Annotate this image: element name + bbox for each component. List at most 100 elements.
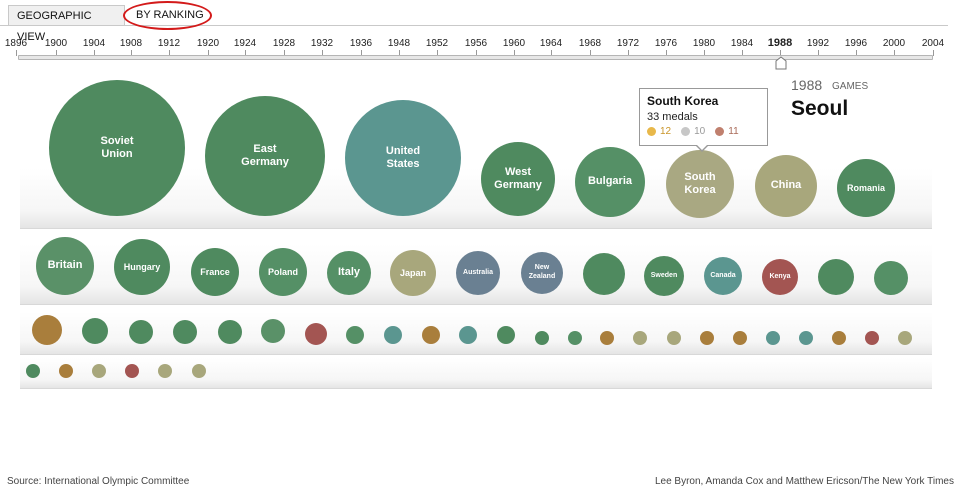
country-circle-row3-6[interactable]: [261, 319, 285, 343]
country-circle-row3-18[interactable]: [700, 331, 714, 345]
country-circle-france[interactable]: France: [191, 248, 239, 296]
country-circle-south-korea[interactable]: South Korea: [666, 150, 734, 218]
country-circle-row3-12[interactable]: [497, 326, 515, 344]
games-city: Seoul: [791, 97, 849, 120]
country-circle-row3-17[interactable]: [667, 331, 681, 345]
timeline-year-1896[interactable]: 1896: [4, 38, 28, 49]
country-circle-japan[interactable]: Japan: [390, 250, 436, 296]
timeline-year-1928[interactable]: 1928: [272, 38, 296, 49]
country-circle-row3-14[interactable]: [568, 331, 582, 345]
country-circle-soviet-union[interactable]: Soviet Union: [49, 80, 185, 216]
timeline-tick: [16, 50, 17, 56]
timeline-year-2004[interactable]: 2004: [921, 38, 945, 49]
timeline-year-1988[interactable]: 1988: [767, 37, 793, 49]
timeline-year-1924[interactable]: 1924: [233, 38, 257, 49]
country-circle-canada[interactable]: Canada: [704, 257, 742, 295]
timeline-year-1920[interactable]: 1920: [196, 38, 220, 49]
timeline-year-1968[interactable]: 1968: [578, 38, 602, 49]
country-circle-row3-23[interactable]: [865, 331, 879, 345]
country-circle-east-germany[interactable]: East Germany: [205, 96, 325, 216]
timeline-year-1956[interactable]: 1956: [464, 38, 488, 49]
country-circle-poland[interactable]: Poland: [259, 248, 307, 296]
timeline-year-1908[interactable]: 1908: [119, 38, 143, 49]
timeline-year-1972[interactable]: 1972: [616, 38, 640, 49]
timeline-year-1992[interactable]: 1992: [806, 38, 830, 49]
country-circle-row3-8[interactable]: [346, 326, 364, 344]
country-circle-china[interactable]: China: [755, 155, 817, 217]
country-label: Canada: [710, 271, 736, 279]
timeline-tick: [245, 50, 246, 56]
timeline-year-1900[interactable]: 1900: [44, 38, 68, 49]
timeline-tick: [476, 50, 477, 56]
country-circle-row4-5[interactable]: [158, 364, 172, 378]
timeline-year-1904[interactable]: 1904: [82, 38, 106, 49]
timeline-year-1996[interactable]: 1996: [844, 38, 868, 49]
country-circle-row3-5[interactable]: [218, 320, 242, 344]
bronze-medal-icon: [715, 127, 725, 136]
timeline-year-1952[interactable]: 1952: [425, 38, 449, 49]
timeline-year-2000[interactable]: 2000: [882, 38, 906, 49]
country-circle-australia[interactable]: Australia: [456, 251, 500, 295]
country-label: Soviet Union: [100, 134, 134, 160]
country-circle-row3-19[interactable]: [733, 331, 747, 345]
country-circle-row4-1[interactable]: [26, 364, 40, 378]
timeline-tick: [208, 50, 209, 56]
timeline-tick: [94, 50, 95, 56]
country-circle-row3-15[interactable]: [600, 331, 614, 345]
country-circle-row3-11[interactable]: [459, 326, 477, 344]
timeline-year-1948[interactable]: 1948: [387, 38, 411, 49]
country-circle-bulgaria[interactable]: Bulgaria: [575, 147, 645, 217]
country-circle-row2-13[interactable]: [818, 259, 854, 295]
country-circle-united-states[interactable]: United States: [345, 100, 461, 216]
country-circle-row3-16[interactable]: [633, 331, 647, 345]
country-circle-west-germany[interactable]: West Germany: [481, 142, 555, 216]
country-circle-row4-3[interactable]: [92, 364, 106, 378]
timeline-year-1932[interactable]: 1932: [310, 38, 334, 49]
country-circle-row3-13[interactable]: [535, 331, 549, 345]
timeline-year-1964[interactable]: 1964: [539, 38, 563, 49]
country-circle-kenya[interactable]: Kenya: [762, 259, 798, 295]
view-tab-bar: GEOGRAPHIC VIEW BY RANKING: [0, 5, 948, 43]
source-note: Source: International Olympic Committee: [7, 476, 190, 487]
country-circle-row2-14[interactable]: [874, 261, 908, 295]
country-circle-row4-4[interactable]: [125, 364, 139, 378]
timeline-tick: [933, 50, 934, 56]
country-circle-row3-20[interactable]: [766, 331, 780, 345]
country-circle-italy[interactable]: Italy: [327, 251, 371, 295]
country-circle-row3-2[interactable]: [82, 318, 108, 344]
country-circle-row3-7[interactable]: [305, 323, 327, 345]
timeline-year-1976[interactable]: 1976: [654, 38, 678, 49]
timeline-year-1980[interactable]: 1980: [692, 38, 716, 49]
country-circle-hungary[interactable]: Hungary: [114, 239, 170, 295]
country-circle-row3-24[interactable]: [898, 331, 912, 345]
timeline-year-1984[interactable]: 1984: [730, 38, 754, 49]
rank-row-4-band: [20, 358, 932, 389]
country-label: Hungary: [123, 261, 161, 272]
country-label: New Zealand: [528, 264, 556, 280]
country-circle-row4-6[interactable]: [192, 364, 206, 378]
country-circle-britain[interactable]: Britain: [36, 237, 94, 295]
country-circle-row3-9[interactable]: [384, 326, 402, 344]
country-circle-row3-10[interactable]: [422, 326, 440, 344]
country-circle-row3-4[interactable]: [173, 320, 197, 344]
country-circle-row4-2[interactable]: [59, 364, 73, 378]
country-circle-row2-9[interactable]: [583, 253, 625, 295]
timeline-year-1960[interactable]: 1960: [502, 38, 526, 49]
country-circle-row3-3[interactable]: [129, 320, 153, 344]
country-label: Italy: [337, 266, 360, 279]
tab-by-ranking[interactable]: BY RANKING: [128, 5, 224, 25]
timeline-slider-handle[interactable]: [775, 56, 787, 70]
timeline-slider-track[interactable]: [18, 55, 933, 60]
timeline-year-1912[interactable]: 1912: [157, 38, 181, 49]
timeline-tick: [514, 50, 515, 56]
country-circle-row3-22[interactable]: [832, 331, 846, 345]
country-circle-new-zealand[interactable]: New Zealand: [521, 252, 563, 294]
country-circle-sweden[interactable]: Sweden: [644, 256, 684, 296]
country-circle-row3-1[interactable]: [32, 315, 62, 345]
country-label: Kenya: [769, 272, 791, 280]
timeline-year-1936[interactable]: 1936: [349, 38, 373, 49]
timeline-tick: [704, 50, 705, 56]
tab-geographic-view[interactable]: GEOGRAPHIC VIEW: [8, 5, 125, 43]
country-circle-row3-21[interactable]: [799, 331, 813, 345]
country-circle-romania[interactable]: Romania: [837, 159, 895, 217]
